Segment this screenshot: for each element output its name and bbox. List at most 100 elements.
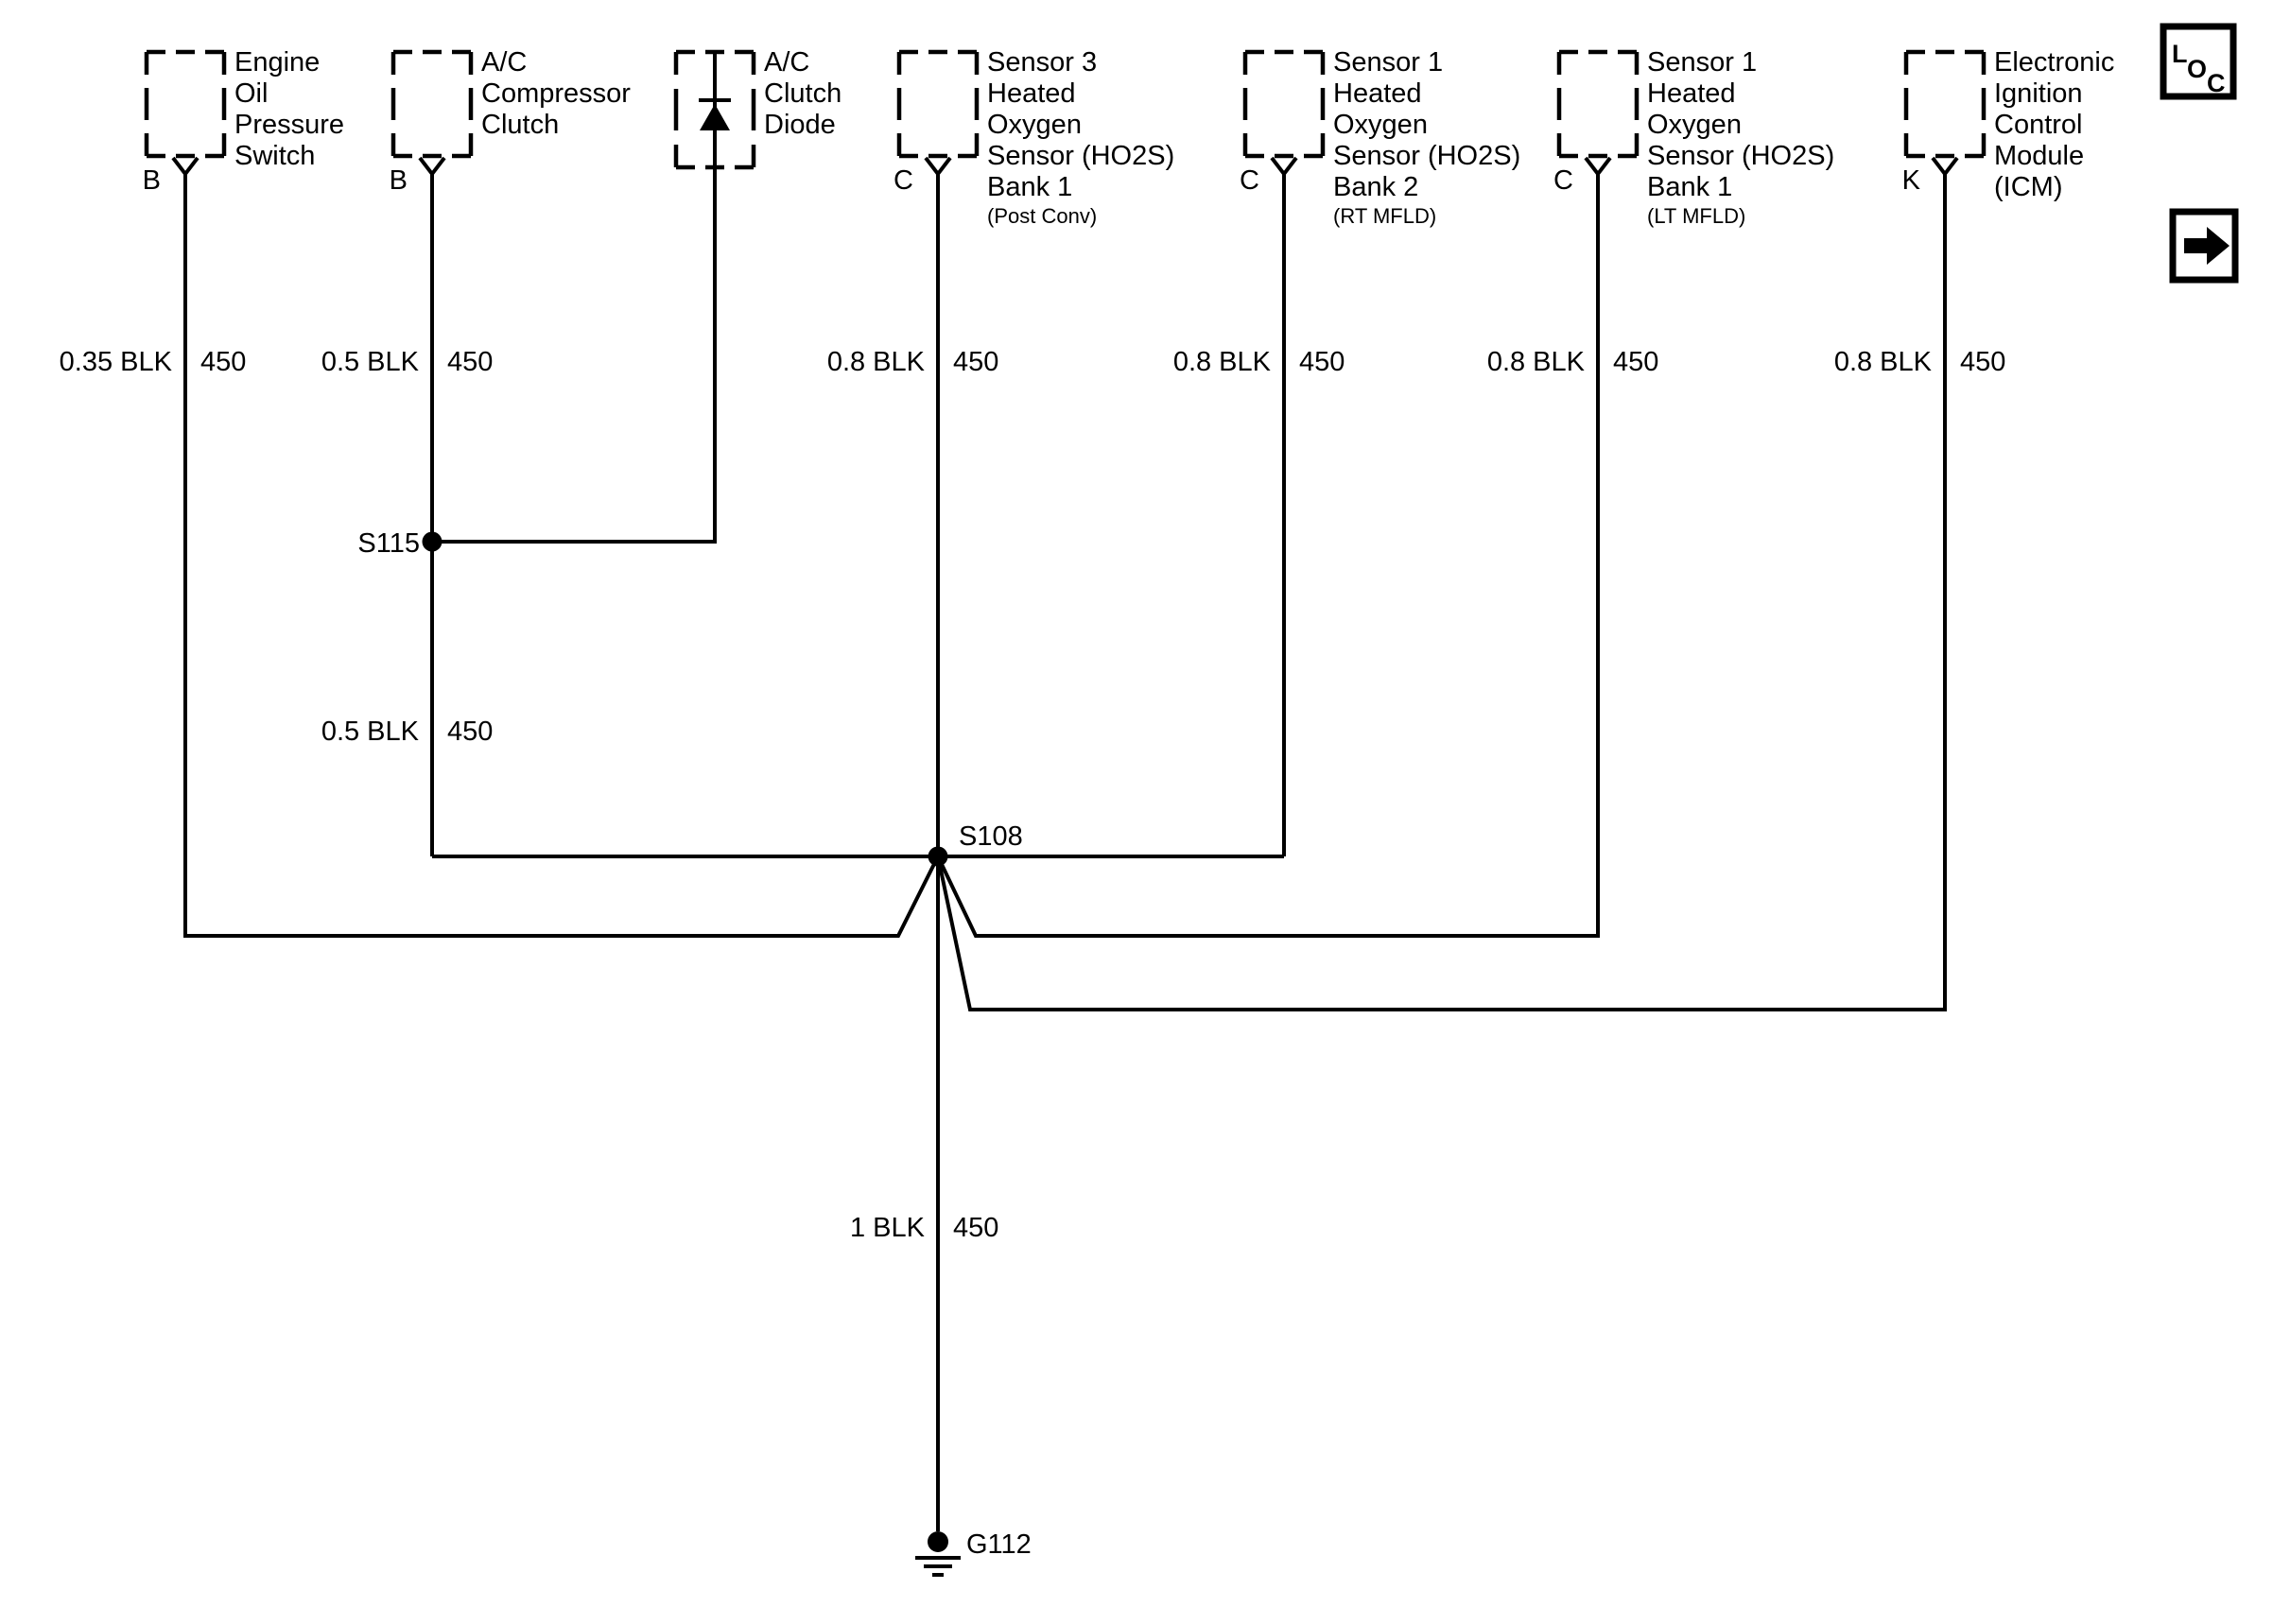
component-ac-clutch-diode: A/C Clutch Diode [676,47,842,167]
component-label-line: Bank 1 [1647,172,1732,202]
component-sub-label: (Post Conv) [987,204,1097,228]
component-box [393,52,471,156]
wire-circuit-label: 450 [1613,347,1658,377]
splice-s108-dot [928,846,948,867]
wire-gauge-label: 0.5 BLK [321,717,420,747]
wire-label-row: 0.35 BLK 450 0.5 BLK 450 0.8 BLK 450 0.8… [60,347,2006,377]
diode-icon [699,98,731,130]
ground-g112-label: G112 [966,1529,1032,1560]
component-label-line: Control [1994,110,2083,140]
component-label-line: Sensor (HO2S) [987,141,1174,171]
pin-label: C [1553,165,1573,196]
component-label-line: Oxygen [1333,110,1428,140]
component-box [1906,52,1984,156]
diode-triangle [700,104,730,130]
pin-label: K [1902,165,1921,196]
component-label-line: Sensor (HO2S) [1333,141,1520,171]
splice-s115-dot [422,531,442,552]
wire-gauge-label: 0.8 BLK [1173,347,1272,377]
connector-icon [924,156,952,176]
wire-circuit-label: 450 [200,347,246,377]
component-label-line: Heated [987,78,1076,109]
component-label-line: Sensor 3 [987,47,1097,78]
component-box [1245,52,1323,156]
component-label-line: Oxygen [1647,110,1742,140]
splice-s115: S115 [357,528,442,559]
connector-icon [418,156,446,176]
connector-icon [171,156,200,176]
component-label-line: Oil [234,78,268,109]
pin-label: C [1240,165,1259,196]
pin-label: B [143,165,161,196]
loc-letter-l: L [2172,40,2188,68]
component-label-line: A/C [764,47,809,78]
wire-circuit-label: 450 [953,1213,998,1243]
component-label-line: A/C [481,47,527,78]
wire-circuit-label: 450 [953,347,998,377]
nav-arrow-box[interactable] [2169,208,2239,284]
component-engine-oil-pressure-switch: Engine Oil Pressure Switch B [143,47,344,196]
ground-g112: G112 [915,1529,1032,1577]
right-arrow-glyph [2184,227,2230,265]
wire-circuit-label: 450 [1960,347,2005,377]
wire-gauge-label: 1 BLK [850,1213,926,1243]
component-label-line: Clutch [764,78,842,109]
wire-gauge-label: 0.8 BLK [827,347,926,377]
pin-label: C [894,165,913,196]
wire-circuit-label: 450 [1299,347,1345,377]
component-label-line: Electronic [1994,47,2114,78]
wire-gauge-label: 0.8 BLK [1834,347,1933,377]
component-box [147,52,224,156]
ground-symbol-icon [915,1531,961,1577]
component-sub-label: (LT MFLD) [1647,204,1745,228]
nav-arrow-icon[interactable] [2169,208,2239,284]
component-label-line: Bank 2 [1333,172,1418,202]
component-label-line: Bank 1 [987,172,1072,202]
loc-icon[interactable]: L O C [2160,23,2237,100]
wire-circuit-label: 450 [447,717,493,747]
component-box [1559,52,1637,156]
wire-icm [936,174,1947,1011]
splice-s108: S108 [928,821,1023,867]
component-label-line: Heated [1647,78,1736,109]
component-box [899,52,977,156]
component-label-line: Switch [234,141,315,171]
component-label-line: Sensor 1 [1647,47,1757,78]
component-label-line: Compressor [481,78,631,109]
pin-label: B [390,165,408,196]
wire-ho2s-sensor1-bank1 [936,174,1600,938]
component-label-line: Oxygen [987,110,1082,140]
connector-icon [1270,156,1298,176]
loc-icon-box[interactable] [2160,23,2237,100]
wire-gauge-label: 0.5 BLK [321,347,420,377]
component-sub-label: (RT MFLD) [1333,204,1436,228]
wire-circuit-label: 450 [447,347,493,377]
component-label-line: Diode [764,110,836,140]
component-ac-compressor-clutch: A/C Compressor Clutch B [390,47,632,196]
wire-ac-clutch-diode [432,52,717,544]
component-icm: Electronic Ignition Control Module (ICM)… [1902,47,2115,202]
connector-icon [1931,156,1959,176]
wire-gauge-label: 0.8 BLK [1487,347,1586,377]
component-ho2s-sensor1-bank2: Sensor 1 Heated Oxygen Sensor (HO2S) Ban… [1240,47,1520,228]
component-label-line: Sensor 1 [1333,47,1443,78]
splice-s108-label: S108 [959,821,1023,852]
splice-s115-label: S115 [357,528,420,559]
component-label-line: Heated [1333,78,1422,109]
component-ho2s-sensor3-bank1: Sensor 3 Heated Oxygen Sensor (HO2S) Ban… [894,47,1174,228]
component-label-line: Sensor (HO2S) [1647,141,1834,171]
ground-dot [928,1531,948,1552]
loc-letter-o: O [2187,55,2207,83]
component-label-line: (ICM) [1994,172,2062,202]
component-label-line: Ignition [1994,78,2083,109]
component-ho2s-sensor1-bank1: Sensor 1 Heated Oxygen Sensor (HO2S) Ban… [1553,47,1834,228]
component-label-line: Pressure [234,110,344,140]
component-label-line: Engine [234,47,320,78]
wire-gauge-label: 0.35 BLK [60,347,173,377]
loc-letter-c: C [2207,69,2226,97]
connector-icon [1584,156,1612,176]
wire-engine-oil-pressure-switch [183,174,940,938]
component-label-line: Clutch [481,110,559,140]
